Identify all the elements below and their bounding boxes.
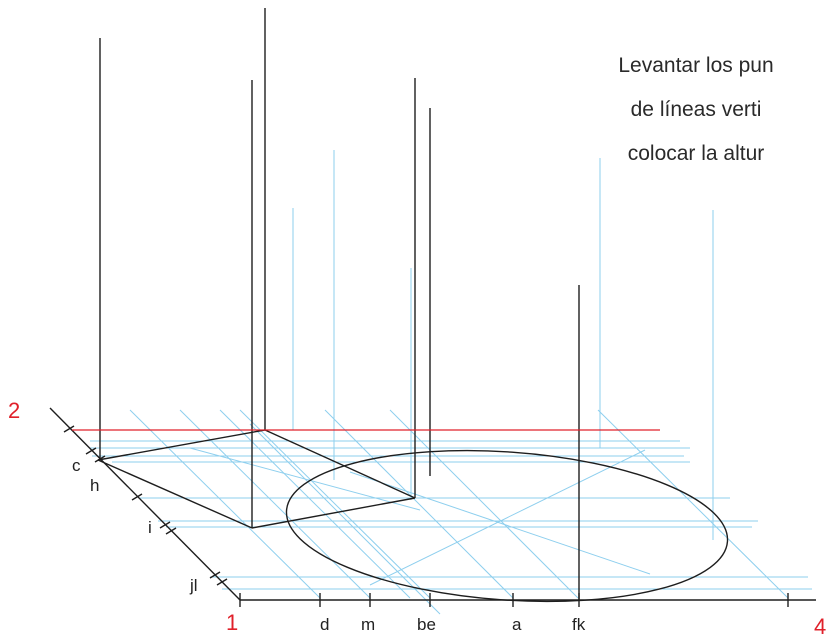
bottom-label-m: m bbox=[361, 615, 375, 634]
note-line-3: colocar la altur bbox=[627, 142, 765, 165]
instruction-note: Levantar los pun de líneas verti colocar… bbox=[560, 44, 832, 176]
note-line-1: Levantar los pun bbox=[618, 54, 774, 77]
bottom-label-fk: fk bbox=[572, 615, 586, 634]
bottom-label-d: d bbox=[320, 615, 329, 634]
left-label-h: h bbox=[90, 476, 99, 495]
corner-label-4: 4 bbox=[814, 614, 826, 639]
bottom-label-be: be bbox=[417, 615, 436, 634]
left-label-c: c bbox=[72, 456, 81, 475]
bottom-label-a: a bbox=[512, 615, 522, 634]
corner-label-1: 1 bbox=[226, 610, 238, 635]
corner-label-2: 2 bbox=[8, 398, 20, 423]
left-label-i: i bbox=[148, 518, 152, 537]
note-line-2: de líneas verti bbox=[630, 98, 762, 121]
construction-lines bbox=[90, 150, 812, 615]
left-label-jl: jl bbox=[189, 576, 198, 595]
ink-lines bbox=[49, 8, 816, 607]
